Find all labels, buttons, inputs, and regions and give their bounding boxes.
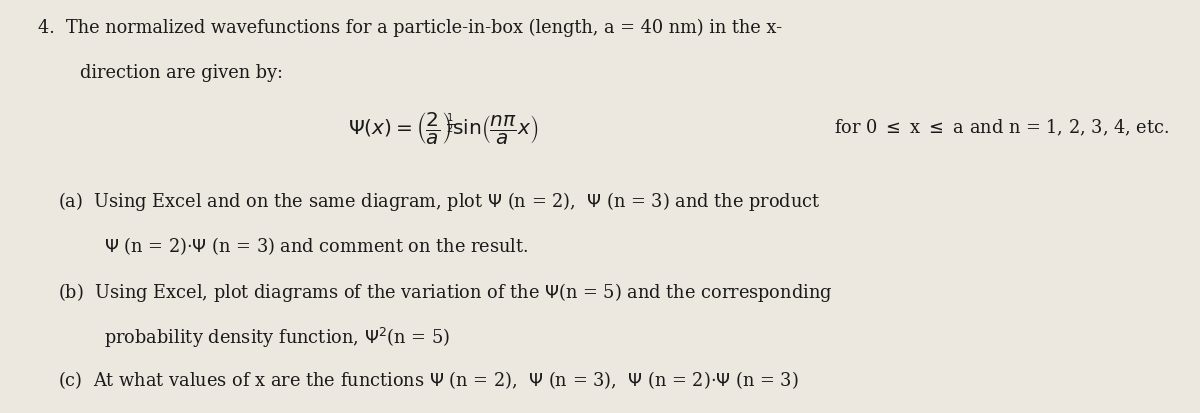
- Text: 4.  The normalized wavefunctions for a particle-in-box (length, a = 40 nm) in th: 4. The normalized wavefunctions for a pa…: [38, 19, 782, 37]
- Text: probability density function, $\Psi^2$(n = 5): probability density function, $\Psi^2$(n…: [104, 326, 450, 350]
- Text: (b)  Using Excel, plot diagrams of the variation of the $\Psi$(n = 5) and the co: (b) Using Excel, plot diagrams of the va…: [58, 281, 832, 304]
- Text: direction are given by:: direction are given by:: [80, 64, 283, 82]
- Text: $\Psi(x) = \left(\dfrac{2}{a}\right)^{\!\!\frac{1}{2}}\!\sin\!\left(\dfrac{n\pi}: $\Psi(x) = \left(\dfrac{2}{a}\right)^{\!…: [348, 110, 539, 146]
- Text: for 0 $\leq$ x $\leq$ a and n = 1, 2, 3, 4, etc.: for 0 $\leq$ x $\leq$ a and n = 1, 2, 3,…: [834, 118, 1170, 138]
- Text: (c)  At what values of x are the functions $\Psi$ (n = 2),  $\Psi$ (n = 3),  $\P: (c) At what values of x are the function…: [58, 370, 798, 392]
- Text: (a)  Using Excel and on the same diagram, plot $\Psi$ (n = 2),  $\Psi$ (n = 3) a: (a) Using Excel and on the same diagram,…: [58, 190, 820, 213]
- Text: $\Psi$ (n = 2)$\cdot$$\Psi$ (n = 3) and comment on the result.: $\Psi$ (n = 2)$\cdot$$\Psi$ (n = 3) and …: [104, 235, 529, 257]
